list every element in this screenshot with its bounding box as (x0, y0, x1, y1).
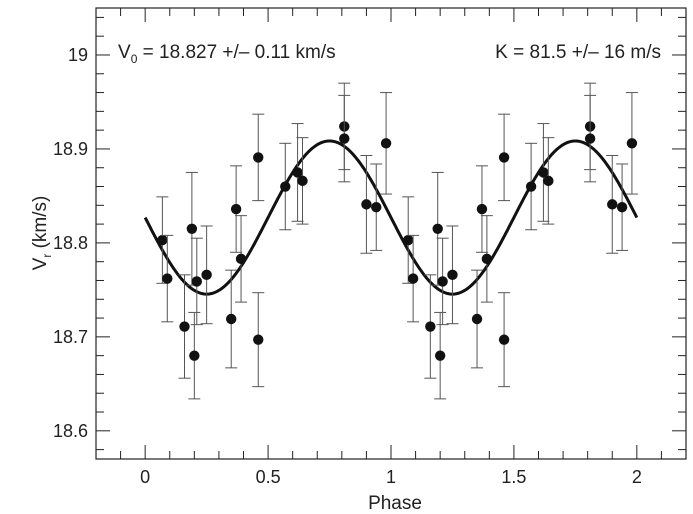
data-point (471, 313, 483, 325)
data-point (607, 199, 618, 210)
data-point (191, 276, 202, 287)
data-point (525, 181, 537, 192)
data-point (543, 175, 554, 187)
data-point (157, 234, 168, 246)
y-tick-label: 19 (68, 45, 88, 65)
x-tick-label: 0 (140, 467, 150, 487)
axis-ticks (96, 8, 686, 459)
data-point (447, 269, 458, 281)
x-tick-label: 1.5 (501, 467, 526, 487)
x-tick-label: 1 (386, 467, 396, 487)
data-point (538, 167, 549, 178)
y-tick-labels: 18.6 18.7 18.8 18.9 19 (53, 45, 88, 441)
data-point (425, 321, 436, 332)
y-tick-label: 18.9 (53, 139, 88, 159)
data-point (189, 350, 200, 361)
data-point (361, 199, 372, 210)
plot-frame (95, 7, 687, 460)
data-point (226, 313, 237, 325)
data-point (201, 269, 212, 281)
x-tick-labels: 0 0.5 1 1.5 2 (140, 467, 642, 487)
y-axis-title: Vr (km/s) (30, 196, 54, 271)
data-point (253, 334, 264, 345)
data-point (498, 152, 510, 163)
sine-fit-curve (143, 139, 639, 296)
data-point (339, 133, 350, 144)
data-point (437, 276, 448, 287)
data-point (230, 203, 242, 215)
data-point (626, 138, 638, 149)
data-point (253, 152, 264, 163)
data-point (432, 223, 443, 235)
data-point (498, 334, 510, 345)
data-point (616, 201, 628, 213)
data-point (476, 203, 488, 215)
data-point (380, 138, 392, 149)
data-point (280, 181, 291, 192)
annotation-v0: V0 = 18.827 +/– 0.11 km/s (118, 42, 336, 66)
y-tick-label: 18.8 (53, 233, 88, 253)
data-point (481, 253, 493, 265)
y-tick-label: 18.6 (53, 421, 88, 441)
data-point (292, 167, 303, 178)
data-point (371, 201, 382, 213)
data-point (434, 350, 446, 361)
y-tick-label: 18.7 (53, 327, 88, 347)
data-point (179, 321, 190, 332)
data-point (407, 273, 419, 284)
x-axis-title: Phase (368, 493, 422, 514)
x-tick-label: 2 (632, 467, 642, 487)
data-point (584, 133, 596, 144)
data-point (403, 234, 414, 246)
data-point (235, 253, 247, 265)
x-tick-label: 0.5 (256, 467, 281, 487)
annotation-k: K = 81.5 +/– 16 m/s (495, 42, 661, 63)
data-point (186, 223, 198, 235)
data-point (162, 273, 173, 284)
data-point (297, 175, 308, 187)
data-points (156, 82, 638, 400)
